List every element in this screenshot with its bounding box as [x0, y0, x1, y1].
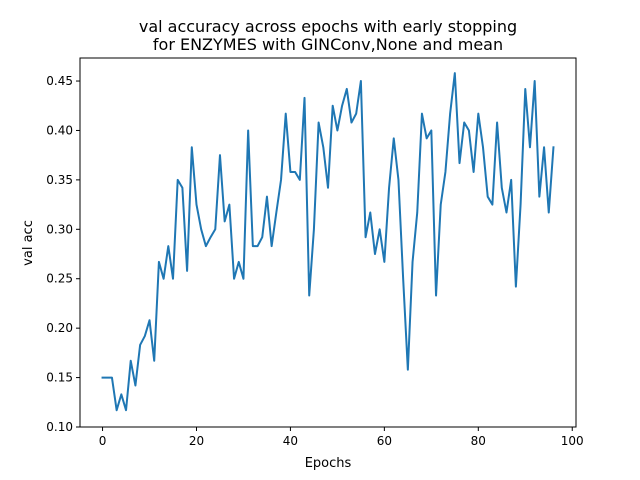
y-axis-label: val acc	[21, 220, 36, 266]
x-tick-label: 80	[471, 434, 486, 448]
series-line	[101, 72, 555, 412]
plot-area: 0 20 40 60 80 100 0.10 0.15 0.20 0.25 0.30 0.35 0.4…	[46, 57, 584, 448]
y-tick-label: 0.35	[46, 173, 73, 187]
plot-frame	[79, 57, 577, 428]
x-tick-label: 20	[189, 434, 204, 448]
x-axis-label: Epochs	[305, 456, 352, 471]
y-tick-label: 0.45	[46, 74, 73, 88]
x-tick-label: 0	[99, 434, 107, 448]
y-tick-label: 0.20	[46, 321, 73, 335]
y-tick-label: 0.30	[46, 222, 73, 236]
chart-title-line-2: for ENZYMES with GINConv,None and mean	[153, 35, 503, 54]
y-tick-label: 0.15	[46, 371, 73, 385]
x-axis-ticks: 0 20 40 60 80 100	[99, 427, 584, 448]
y-tick-label: 0.10	[46, 420, 73, 434]
x-tick-label: 60	[377, 434, 392, 448]
x-tick-label: 100	[561, 434, 584, 448]
y-tick-label: 0.40	[46, 123, 73, 137]
chart-title-line-1: val accuracy across epochs with early st…	[139, 17, 517, 36]
y-tick-label: 0.25	[46, 272, 73, 286]
y-axis-ticks: 0.10 0.15 0.20 0.25 0.30 0.35 0.40 0.45	[46, 74, 80, 434]
x-tick-label: 40	[283, 434, 298, 448]
